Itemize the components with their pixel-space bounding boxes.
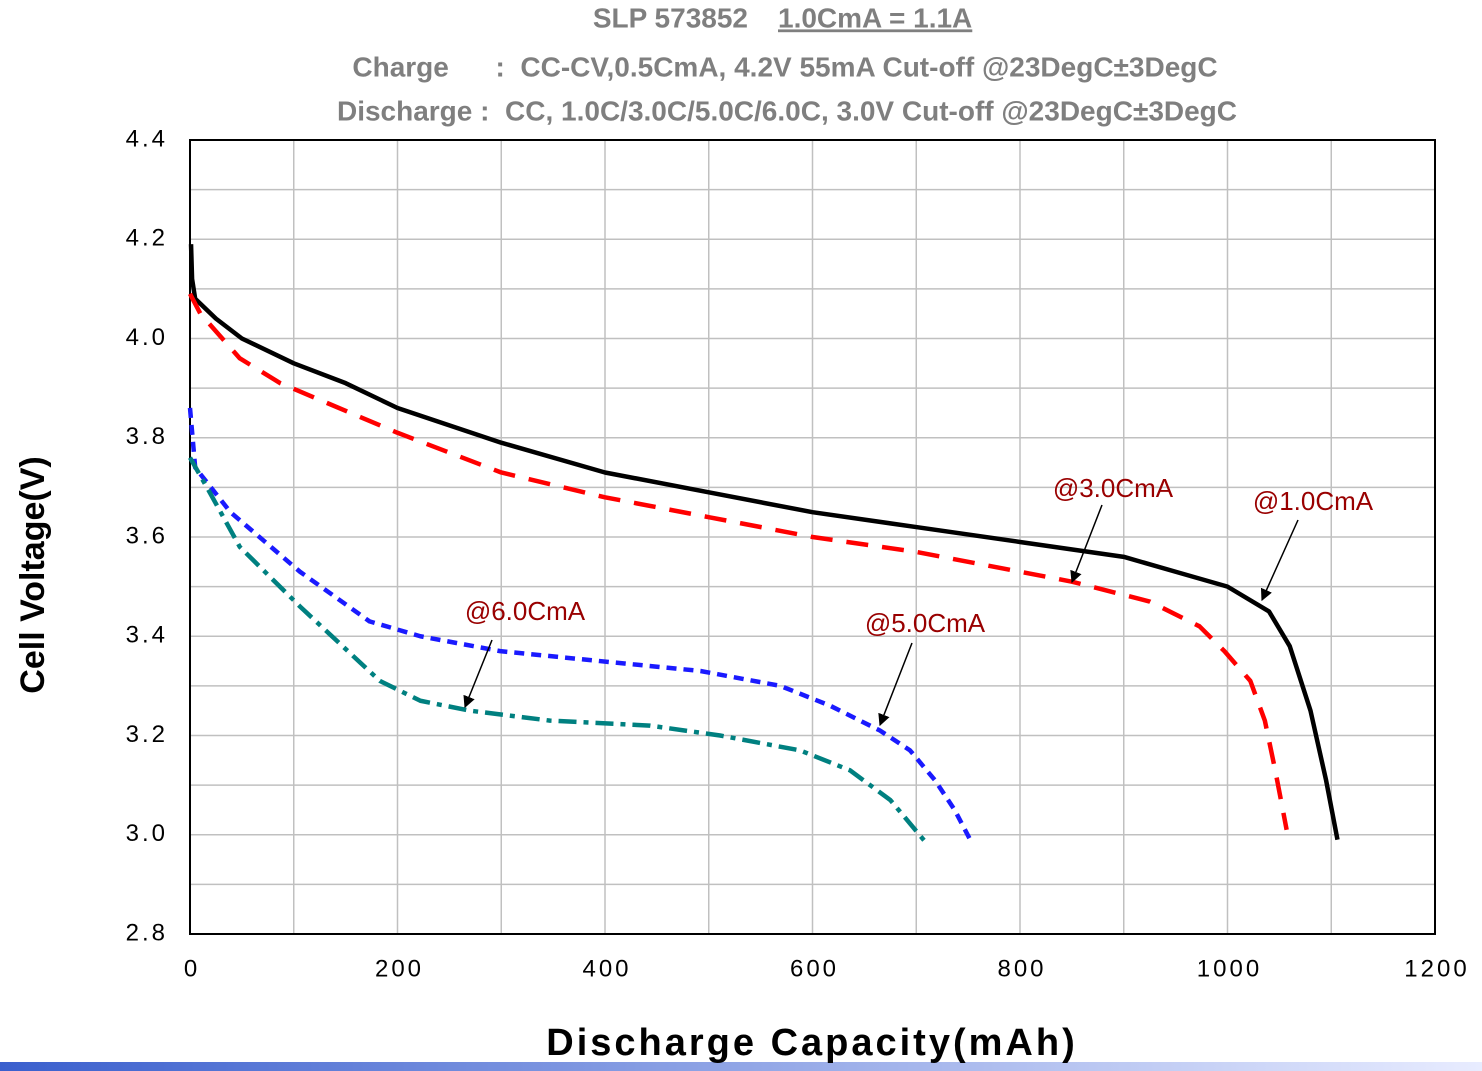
subtitle: Discharge : CC, 1.0C/3.0C/5.0C/6.0C, 3.0…: [337, 95, 1237, 126]
y-tick-label: 4.4: [126, 125, 168, 152]
y-tick-label: 2.8: [126, 919, 168, 946]
y-tick-label: 3.2: [126, 721, 168, 748]
footer-band: [0, 1062, 1482, 1071]
series-line: [188, 244, 1340, 841]
chart-title-rating: 1.0CmA = 1.1A: [778, 2, 972, 33]
legend-label: @3.0CmA: [1053, 473, 1174, 503]
y-tick-label: 3.0: [126, 820, 168, 847]
x-tick-label: 1000: [1197, 955, 1262, 982]
legend-label: @5.0CmA: [865, 608, 986, 638]
series-line: [187, 407, 973, 841]
y-tick-label: 4.0: [126, 324, 168, 351]
x-tick-label: 0: [184, 955, 200, 982]
legend-label: @1.0CmA: [1253, 486, 1374, 516]
callout-arrow: [878, 642, 913, 727]
series-line: [188, 292, 1289, 831]
x-tick-label: 1200: [1404, 955, 1469, 982]
x-tick-label: 800: [997, 955, 1046, 982]
y-tick-label: 3.6: [126, 522, 168, 549]
legend-label: @6.0CmA: [465, 596, 586, 626]
callout-arrow: [463, 639, 493, 709]
y-tick-label: 3.8: [126, 423, 168, 450]
x-tick-label: 400: [582, 955, 631, 982]
x-axis-label: Discharge Capacity(mAh): [546, 1022, 1077, 1064]
chart-title: SLP 573852: [593, 2, 748, 33]
y-tick-label: 4.2: [126, 225, 168, 252]
callout-arrow: [1070, 504, 1103, 584]
subtitle: Charge : CC-CV,0.5CmA, 4.2V 55mA Cut-off…: [352, 51, 1217, 82]
x-tick-label: 200: [375, 955, 424, 982]
series-line: [188, 456, 930, 847]
plot-frame: [189, 139, 1436, 935]
x-tick-label: 600: [790, 955, 839, 982]
y-axis-label: Cell Voltage(V): [14, 456, 52, 693]
callout-arrow: [1260, 519, 1299, 602]
y-tick-label: 3.4: [126, 622, 168, 649]
